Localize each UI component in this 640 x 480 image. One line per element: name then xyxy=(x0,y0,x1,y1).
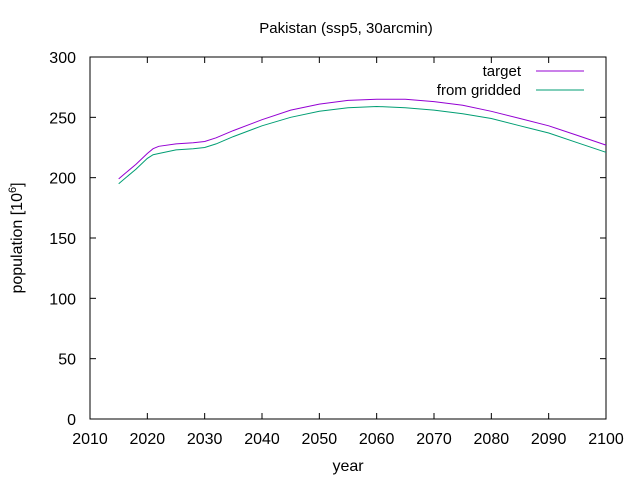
plot-frame xyxy=(89,56,607,420)
x-axis-ticks: 2010 2020 2030 2040 2050 2060 2070 2080 2090 2100 xyxy=(72,57,624,448)
x-tick-label: 2030 xyxy=(187,431,223,448)
y-tick-label: 250 xyxy=(49,110,76,127)
chart-title: Pakistan (ssp5, 30arcmin) xyxy=(259,20,432,37)
y-tick-label: 150 xyxy=(49,231,76,248)
x-tick-label: 2050 xyxy=(302,431,338,448)
x-tick-label: 2100 xyxy=(588,431,624,448)
series-line-from-gridded xyxy=(118,105,607,185)
y-axis-ticks: 0 50 100 150 200 250 300 xyxy=(49,50,606,429)
x-axis-label: year xyxy=(332,458,364,475)
x-tick-label: 2020 xyxy=(130,431,166,448)
y-tick-label: 50 xyxy=(58,352,76,369)
legend: target from gridded xyxy=(437,63,584,99)
y-tick-label: 100 xyxy=(49,291,76,308)
legend-label-target: target xyxy=(483,63,522,80)
y-axis-label: population [106] xyxy=(7,182,26,293)
legend-label-from-gridded: from gridded xyxy=(437,82,521,99)
x-tick-label: 2070 xyxy=(416,431,452,448)
series-line-target xyxy=(118,98,607,180)
x-tick-label: 2060 xyxy=(359,431,395,448)
y-tick-label: 300 xyxy=(49,50,76,67)
x-tick-label: 2090 xyxy=(531,431,567,448)
x-tick-label: 2040 xyxy=(244,431,280,448)
series-lines xyxy=(118,98,607,185)
y-tick-label: 0 xyxy=(67,412,76,429)
x-tick-label: 2080 xyxy=(474,431,510,448)
x-tick-label: 2010 xyxy=(72,431,108,448)
y-tick-label: 200 xyxy=(49,171,76,188)
